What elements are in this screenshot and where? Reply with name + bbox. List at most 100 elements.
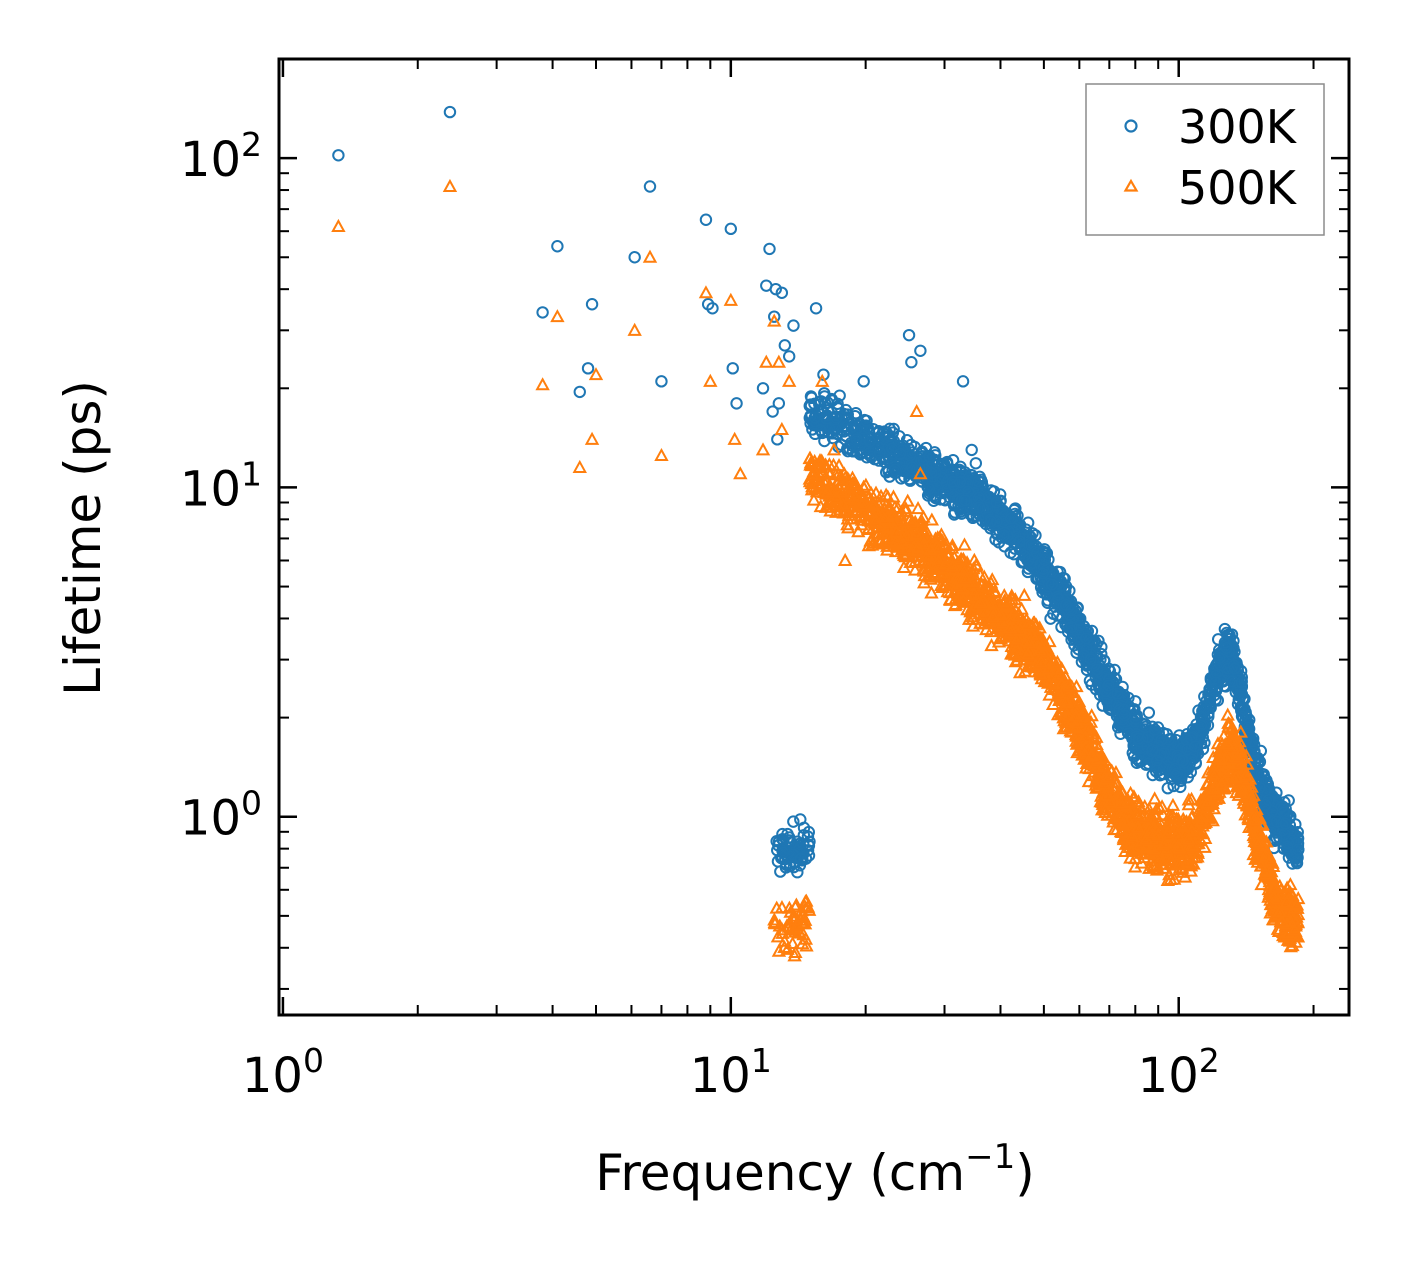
series-300k-point [802, 838, 815, 851]
series-300k-point [1266, 804, 1279, 818]
series-300k-point [1059, 598, 1073, 612]
series-500k-point [898, 501, 914, 515]
series-300k-point [946, 453, 960, 467]
legend-label-300k: 300K [1178, 100, 1298, 154]
series-300k-point [730, 397, 743, 410]
series-500k-point [759, 354, 774, 368]
series-300k-point [1234, 664, 1248, 678]
series-300k-point [1030, 546, 1044, 560]
series-500k-point [910, 500, 926, 515]
series-300k-point [1201, 719, 1215, 732]
series-500k-point [770, 929, 786, 943]
series-300k-point [1250, 767, 1263, 780]
series-300k-point [902, 328, 916, 342]
series-300k-point [861, 421, 874, 434]
series-300k-point [1203, 693, 1216, 707]
series-300k-point [1259, 798, 1272, 812]
series-500k-point [727, 431, 742, 445]
series-300k-point [655, 375, 668, 388]
series-300k-point [699, 213, 713, 226]
series-300k-point [1009, 502, 1022, 515]
series-300k-point [1226, 675, 1239, 688]
series-500k-point [799, 938, 814, 952]
series-300k-point [1213, 651, 1226, 665]
legend: 300K 500K [1085, 83, 1325, 236]
y-tick-label: 100 [180, 784, 262, 847]
series-300k-point [1203, 687, 1216, 701]
series-300k-point [1281, 840, 1294, 853]
series-300k-point [1102, 673, 1116, 686]
series-500k-point [698, 285, 714, 299]
series-300k-point [1141, 730, 1155, 744]
series-300k-point [1237, 702, 1250, 716]
series-500k-point [837, 552, 853, 566]
series-300k-point [915, 475, 929, 488]
series-300k-point [1228, 662, 1241, 675]
series-300k-point [914, 344, 927, 357]
series-300k-point [1247, 744, 1261, 758]
series-500k-point [907, 562, 923, 576]
series-500k-point [909, 403, 924, 418]
series-300k-point [1102, 679, 1115, 692]
series-300k-point [809, 302, 823, 315]
series-300k-point [1037, 562, 1050, 576]
series-300k-point [1161, 782, 1174, 795]
series-500k-point [535, 377, 550, 391]
series-300k-point [551, 240, 564, 253]
series-500k-point [796, 927, 811, 941]
series-300k-point [922, 482, 936, 496]
series-500k-point [924, 585, 939, 599]
series-300k-point [872, 441, 885, 454]
series-500k-point [771, 354, 787, 368]
series-500k-point [703, 373, 718, 387]
series-300k-point [872, 454, 886, 467]
series-300k-point [835, 411, 848, 425]
series-300k-point [1180, 743, 1194, 756]
series-300k-point [1292, 843, 1305, 856]
series-300k-point [1169, 769, 1183, 782]
series-300k-point [969, 457, 983, 470]
minor-ticks [279, 59, 1349, 1015]
series-300k-point [1036, 567, 1050, 580]
series-300k-point [1227, 634, 1240, 648]
series-300k-point [1008, 522, 1022, 536]
series-300k-point [1073, 613, 1087, 627]
series-300k-point [1139, 718, 1152, 731]
series-300k-point [443, 105, 457, 119]
series-500k-point [755, 442, 771, 456]
series-300k-point [1290, 856, 1304, 870]
series-300k-point [946, 475, 959, 488]
series-300k-point [961, 477, 974, 491]
x-tick-label: 101 [690, 1041, 772, 1104]
series-300k-point [801, 830, 815, 843]
series-500k-point [774, 421, 790, 435]
series-300k-point [854, 448, 867, 461]
series-300k-point [925, 466, 938, 480]
series-300k-point [1038, 553, 1052, 567]
series-300k-point [1130, 752, 1144, 766]
series-500k-point [723, 292, 739, 306]
series-300k-point [818, 434, 831, 448]
series-300k-point [929, 449, 942, 462]
series-500k-point [1165, 797, 1181, 811]
series-300k-point [923, 450, 936, 463]
series-300k-point [997, 529, 1011, 542]
series-300k-point [965, 443, 978, 457]
series-300k-point [1087, 659, 1101, 673]
series-300k-point [1130, 756, 1143, 769]
series-300k-point [1237, 693, 1250, 707]
series-300k-point [872, 426, 885, 439]
series-500k-point [1177, 869, 1193, 883]
series-300k-point [1118, 709, 1132, 722]
y-axis-label: Lifetime (ps) [54, 380, 112, 696]
series-300k-point [1111, 687, 1124, 700]
series-300k-point [782, 350, 796, 363]
series-300k-point [794, 852, 807, 865]
x-tick-label: 100 [242, 1041, 324, 1104]
series-300k-point [1073, 619, 1086, 633]
series-500k-point [851, 524, 866, 538]
series-300k-point [857, 375, 870, 388]
series-300k-point [990, 514, 1003, 528]
series-300k-point [1062, 600, 1075, 614]
series-300k-point [794, 813, 807, 826]
